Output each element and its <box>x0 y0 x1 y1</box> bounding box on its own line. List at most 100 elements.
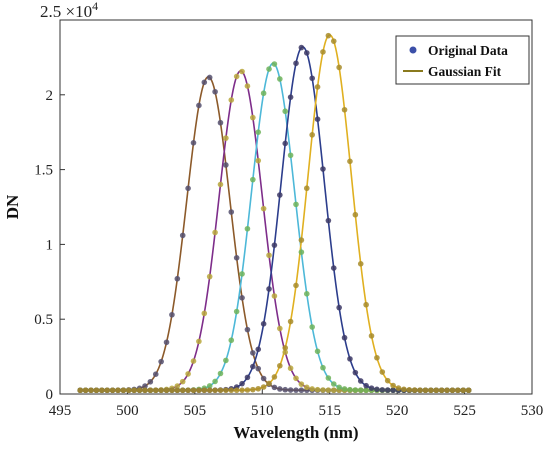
data-point <box>201 79 208 86</box>
data-point <box>422 387 429 394</box>
data-point <box>347 356 353 362</box>
data-point <box>438 387 445 394</box>
data-point <box>239 387 245 393</box>
data-point <box>298 237 305 243</box>
data-point <box>282 345 289 351</box>
data-point <box>233 73 240 80</box>
data-point <box>303 384 310 391</box>
data-point <box>158 387 164 394</box>
data-point <box>271 293 278 299</box>
data-point <box>374 386 380 393</box>
x-tick-label: 530 <box>521 403 544 419</box>
data-point <box>363 387 369 394</box>
data-point <box>196 338 202 345</box>
data-point <box>277 362 283 369</box>
data-point <box>223 357 229 364</box>
data-point <box>352 211 359 218</box>
data-point <box>109 387 116 394</box>
data-point <box>244 387 251 393</box>
data-point <box>433 387 440 394</box>
data-point <box>314 386 321 393</box>
data-point <box>363 301 369 308</box>
data-point <box>212 229 218 236</box>
data-point <box>271 384 278 391</box>
x-tick-label: 525 <box>453 403 476 419</box>
data-point <box>142 383 148 389</box>
data-point <box>185 387 191 394</box>
data-point <box>244 225 251 232</box>
data-point <box>277 192 283 198</box>
data-point <box>293 201 299 208</box>
data-point <box>287 94 294 100</box>
y-tick-label: 0.5 <box>34 312 53 328</box>
data-point <box>201 310 208 317</box>
data-point <box>303 185 310 192</box>
data-points <box>77 32 472 394</box>
data-point <box>293 375 299 382</box>
data-point <box>287 152 294 159</box>
legend: Original Data Gaussian Fit <box>395 35 530 85</box>
data-point <box>196 387 202 394</box>
data-point <box>185 185 191 192</box>
data-point <box>260 321 267 327</box>
data-point <box>282 349 289 355</box>
data-point <box>395 385 402 391</box>
data-point <box>212 88 218 95</box>
data-point <box>363 382 369 389</box>
data-point <box>239 295 245 301</box>
data-point <box>325 217 332 224</box>
data-point <box>357 261 364 267</box>
data-point <box>320 166 326 172</box>
data-point <box>255 129 262 135</box>
data-point <box>390 387 396 394</box>
data-point <box>277 325 283 332</box>
data-point <box>266 286 272 292</box>
data-point <box>158 358 164 365</box>
data-point <box>260 375 267 382</box>
data-point <box>320 387 326 393</box>
legend-label-gaussian-fit: Gaussian Fit <box>428 64 502 79</box>
data-point <box>233 308 240 315</box>
data-point <box>309 75 315 82</box>
data-point <box>298 387 305 394</box>
data-point <box>250 114 256 121</box>
x-tick-label: 495 <box>49 403 72 419</box>
x-tick-label: 505 <box>184 403 207 419</box>
data-point <box>179 378 186 385</box>
data-point <box>277 76 283 82</box>
data-point <box>255 385 262 392</box>
data-point <box>82 387 89 394</box>
data-point <box>298 249 305 255</box>
data-point <box>287 387 294 393</box>
data-point <box>325 375 332 381</box>
data-point <box>212 378 218 385</box>
data-point <box>142 387 148 394</box>
data-point <box>341 106 348 113</box>
data-point <box>206 74 213 81</box>
data-point <box>228 209 235 215</box>
data-point <box>357 378 364 384</box>
data-point <box>314 116 321 122</box>
data-point <box>250 176 256 183</box>
data-point <box>206 387 213 394</box>
data-point <box>379 387 386 393</box>
data-point <box>244 83 251 89</box>
data-point <box>152 387 159 394</box>
x-tick-label: 515 <box>318 403 341 419</box>
data-point <box>169 311 175 318</box>
data-point <box>93 387 100 394</box>
data-point <box>330 381 337 387</box>
data-point <box>449 387 456 394</box>
data-point <box>384 387 391 393</box>
data-point <box>287 365 294 372</box>
data-point <box>314 348 321 355</box>
y-tick-label: 0 <box>46 387 54 403</box>
data-point <box>298 381 305 387</box>
data-point <box>336 304 342 311</box>
data-point <box>260 205 267 212</box>
legend-label-original-data: Original Data <box>428 43 508 58</box>
data-point <box>293 282 299 289</box>
data-point <box>460 387 467 394</box>
data-point <box>336 384 342 391</box>
